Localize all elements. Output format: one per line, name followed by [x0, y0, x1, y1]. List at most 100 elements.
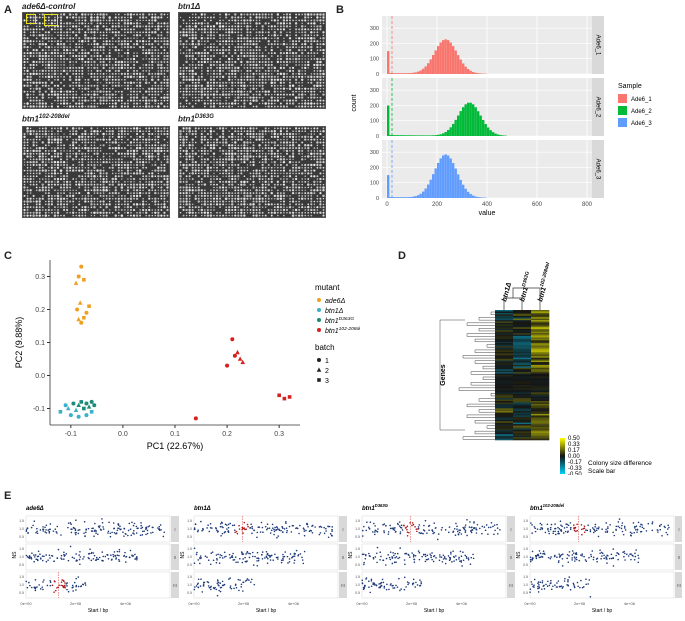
colony [240, 16, 243, 19]
colony [301, 206, 304, 209]
colony [252, 52, 255, 55]
colony [224, 66, 228, 70]
colony [310, 19, 313, 22]
colony [66, 57, 69, 61]
colony [240, 169, 243, 172]
colony [295, 37, 297, 40]
colony [29, 72, 32, 75]
colony [96, 69, 99, 72]
colony [41, 155, 44, 158]
colony [99, 169, 102, 172]
colony [111, 152, 114, 155]
colony [66, 25, 68, 28]
colony [213, 90, 215, 93]
colony [286, 135, 288, 138]
colony [41, 57, 44, 61]
colony [26, 164, 29, 166]
colony [90, 67, 93, 69]
colony [87, 22, 90, 25]
colony [114, 138, 117, 141]
colony [219, 192, 221, 194]
colony [47, 183, 50, 186]
colony [63, 49, 66, 52]
colony [261, 191, 264, 195]
colony [72, 150, 75, 152]
colony [307, 163, 310, 167]
colony [54, 181, 56, 183]
colony [136, 76, 138, 78]
colony [148, 40, 151, 43]
colony [78, 152, 81, 155]
colony [289, 34, 291, 36]
colony [234, 72, 237, 75]
colony [54, 78, 56, 81]
colony [191, 211, 194, 214]
histogram-bar [464, 188, 467, 198]
colony [243, 146, 246, 150]
colony [210, 75, 212, 78]
colony [166, 141, 169, 144]
colony [26, 178, 29, 180]
colony [273, 175, 276, 178]
colony [246, 209, 249, 211]
colony [142, 161, 145, 164]
colony [78, 78, 81, 82]
colony [56, 138, 60, 141]
colony [139, 19, 141, 22]
histogram-bar [434, 135, 437, 136]
colony [228, 82, 230, 84]
colony [185, 149, 188, 153]
colony [304, 195, 307, 197]
colony [218, 186, 222, 189]
colony [307, 90, 309, 93]
colony [93, 102, 96, 105]
colony [316, 43, 319, 46]
colony [47, 180, 51, 184]
colony [279, 132, 283, 136]
colony [291, 72, 295, 75]
colony [310, 191, 313, 195]
colony [117, 166, 120, 169]
colony [246, 99, 249, 102]
colony [66, 52, 68, 54]
colony [261, 189, 264, 192]
histogram-bar [412, 196, 415, 198]
colony [123, 25, 126, 28]
colony [200, 161, 203, 163]
colony [261, 200, 264, 203]
colony [50, 81, 54, 84]
colony [289, 52, 291, 54]
colony [313, 105, 316, 108]
colony [148, 147, 151, 150]
colony [96, 42, 99, 46]
colony [81, 39, 84, 43]
colony [212, 144, 216, 147]
colony [154, 52, 156, 54]
colony [185, 191, 188, 195]
x-tick-label: 0.1 [170, 431, 180, 438]
colony [203, 51, 206, 55]
colony [282, 72, 286, 76]
colony [87, 66, 90, 70]
colony [304, 93, 306, 96]
colony [206, 194, 209, 197]
x-tick-label: 0 [385, 202, 389, 208]
colony [26, 73, 29, 75]
colony [87, 158, 90, 161]
colony [219, 169, 221, 172]
colony [267, 93, 270, 96]
colony [200, 75, 203, 78]
colony [191, 75, 194, 78]
colony [301, 152, 303, 155]
colony [118, 139, 120, 141]
colony [38, 163, 41, 167]
colony [285, 25, 289, 28]
colony [264, 172, 267, 175]
colony [160, 127, 163, 130]
colony [322, 48, 325, 52]
colony [90, 19, 93, 22]
colony [294, 208, 298, 212]
colony [163, 138, 166, 141]
colony [51, 150, 53, 152]
colony [160, 46, 163, 49]
